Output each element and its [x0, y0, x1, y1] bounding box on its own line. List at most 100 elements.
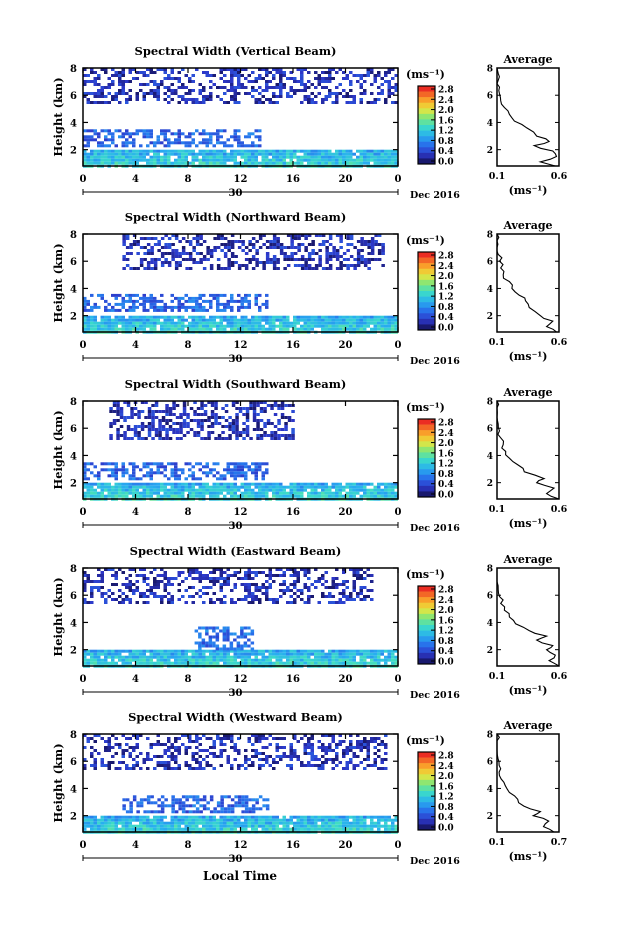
heatmap-cell	[174, 658, 178, 662]
heatmap-cell	[181, 68, 185, 71]
heatmap-cell	[142, 577, 146, 580]
heatmap-cell	[265, 321, 269, 325]
heatmap-cell	[240, 474, 244, 478]
heatmap-cell	[212, 641, 216, 645]
heatmap-cell	[237, 488, 241, 492]
heatmap-cell	[275, 652, 279, 656]
heatmap-cell	[349, 89, 353, 92]
heatmap-cell	[286, 491, 290, 495]
heatmap-cell	[282, 815, 286, 819]
heatmap-cell	[391, 488, 395, 492]
heatmap-cell	[250, 629, 255, 633]
colorbar-segment	[418, 458, 435, 464]
heatmap-cell	[146, 158, 150, 162]
heatmap-cell	[93, 586, 97, 589]
heatmap-cell	[226, 580, 230, 583]
heatmap-cell	[146, 92, 150, 95]
heatmap-cell	[184, 649, 188, 653]
heatmap-cell	[237, 571, 241, 574]
heatmap-cell	[184, 815, 188, 819]
heatmap-cell	[154, 404, 159, 407]
heatmap-cell	[93, 327, 97, 331]
heatmap-cell	[146, 649, 150, 653]
heatmap-cell	[293, 92, 297, 95]
heatmap-cell	[135, 482, 139, 486]
heatmap-cell	[90, 318, 94, 322]
heatmap-cell	[212, 485, 216, 489]
heatmap-cell	[229, 632, 234, 636]
heatmap-cell	[256, 404, 260, 407]
heatmap-cell	[164, 258, 168, 261]
heatmap-cell	[296, 595, 300, 598]
heatmap-cell	[238, 407, 243, 410]
heatmap-cell	[83, 824, 87, 828]
heatmap-cell	[359, 818, 363, 822]
heatmap-cell	[121, 824, 125, 828]
heatmap-cell	[210, 431, 215, 434]
heatmap-cell	[244, 474, 248, 478]
heatmap-cell	[296, 488, 300, 492]
heatmap-cell	[216, 152, 220, 156]
heatmap-cell	[125, 149, 129, 153]
heatmap-cell	[212, 158, 216, 162]
heatmap-cell	[363, 661, 367, 665]
heatmap-cell	[130, 428, 134, 431]
heatmap-cell	[202, 95, 206, 98]
heatmap-cell	[293, 821, 297, 825]
y-axis-label: Height (km)	[51, 577, 65, 656]
heatmap-cell	[244, 462, 248, 466]
heatmap-cell	[284, 422, 288, 425]
heatmap-cell	[345, 655, 349, 659]
heatmap-cell	[307, 494, 311, 498]
heatmap-cell	[266, 419, 271, 422]
heatmap-cell	[226, 632, 230, 636]
colorbar-segment	[418, 613, 435, 620]
heatmap-cell	[111, 305, 115, 309]
heatmap-cell	[150, 246, 154, 249]
heatmap-cell	[195, 661, 199, 665]
heatmap-cell	[237, 74, 241, 77]
heatmap-cell	[219, 818, 223, 822]
heatmap-cell	[226, 574, 230, 577]
heatmap-cell	[328, 68, 332, 71]
heatmap-cell	[272, 237, 277, 240]
heatmap-cell	[293, 321, 297, 325]
heatmap-cell	[352, 815, 356, 819]
heatmap-cell	[111, 658, 115, 662]
heatmap-cell	[198, 818, 202, 822]
heatmap-cell	[338, 488, 342, 492]
heatmap-cell	[394, 324, 398, 328]
heatmap-cell	[275, 574, 279, 577]
heatmap-cell	[233, 132, 237, 136]
heatmap-cell	[212, 494, 216, 498]
heatmap-cell	[154, 416, 159, 419]
heatmap-cell	[193, 431, 197, 434]
heatmap-cell	[335, 324, 339, 328]
heatmap-cell	[160, 649, 164, 653]
x-tick-label: 20	[339, 174, 353, 185]
heatmap-cell	[289, 815, 293, 819]
heatmap-cell	[254, 494, 258, 498]
heatmap-cell	[244, 485, 248, 489]
heatmap-cell	[156, 83, 160, 86]
heatmap-cell	[114, 821, 118, 825]
heatmap-cell	[251, 315, 255, 319]
heatmap-cell	[237, 138, 241, 142]
heatmap-cell	[196, 431, 201, 434]
heatmap-cell	[328, 595, 332, 598]
heatmap-cell	[363, 494, 367, 498]
heatmap-cell	[366, 324, 370, 328]
heatmap-cell	[158, 422, 162, 425]
heatmap-cell	[296, 491, 300, 495]
heatmap-cell	[258, 129, 262, 133]
heatmap-cell	[174, 141, 178, 145]
heatmap-cell	[325, 258, 329, 261]
heatmap-cell	[237, 318, 241, 322]
heatmap-cell	[363, 821, 367, 825]
heatmap-cell	[381, 243, 385, 246]
heatmap-cell	[346, 264, 350, 267]
heatmap-cell	[151, 404, 155, 407]
heatmap-cell	[142, 98, 146, 101]
heatmap-cell	[181, 494, 185, 498]
heatmap-cell	[387, 494, 391, 498]
